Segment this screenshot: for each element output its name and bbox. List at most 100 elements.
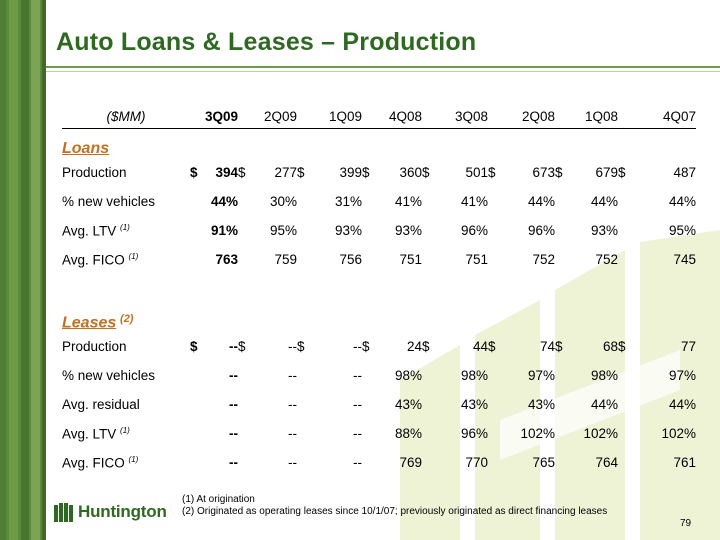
footnote-2: (2) Originated as operating leases since… bbox=[182, 506, 608, 517]
section-row-loans: Loans bbox=[62, 129, 696, 159]
period-header: 2Q09 bbox=[238, 104, 297, 129]
money-value: $399 bbox=[297, 165, 362, 180]
table-cell: $487 bbox=[618, 158, 696, 187]
table-cell: 44% bbox=[590, 194, 618, 209]
table-cell: 98% bbox=[590, 368, 618, 383]
money-value: $679 bbox=[555, 165, 618, 180]
title-rule bbox=[46, 66, 720, 68]
table-cell: 102% bbox=[583, 426, 618, 441]
table-row: Production $394 $277 $399 $360 $501 $673 $679 $4… bbox=[62, 158, 696, 187]
table-cell: -- bbox=[353, 455, 362, 470]
row-label-cell: % new vehicles bbox=[62, 187, 190, 216]
row-label: % new vehicles bbox=[62, 194, 156, 209]
table-cell: 97% bbox=[668, 368, 696, 383]
money-value: $394 bbox=[190, 165, 238, 180]
money-value: $74 bbox=[488, 339, 555, 354]
table-cell: -- bbox=[353, 397, 362, 412]
money-value: $68 bbox=[555, 339, 618, 354]
table-cell: 96% bbox=[460, 426, 488, 441]
section-label-loans: Loans bbox=[62, 140, 110, 157]
table-cell: -- bbox=[288, 426, 297, 441]
page-title: Auto Loans & Leases – Production bbox=[56, 28, 477, 56]
stripe bbox=[0, 0, 6, 540]
row-label: Avg. residual bbox=[62, 397, 140, 412]
period-header: 2Q08 bbox=[488, 104, 555, 129]
page-number: 79 bbox=[680, 518, 692, 529]
table-cell: 91% bbox=[210, 223, 238, 238]
table-cell: $68 bbox=[555, 332, 618, 361]
table-cell: 745 bbox=[673, 252, 696, 267]
table-cell: $277 bbox=[238, 158, 297, 187]
table-row: % new vehicles -- -- -- 98% 98% 97% 98% 97% bbox=[62, 361, 696, 390]
cell-value: $74 bbox=[488, 339, 555, 354]
table-cell: $394 bbox=[190, 158, 238, 187]
footnote-marker: (1) bbox=[120, 425, 130, 435]
row-label-cell: % new vehicles bbox=[62, 361, 190, 390]
table-cell: 30% bbox=[269, 194, 297, 209]
cell-value: $44 bbox=[422, 339, 488, 354]
table-row: Avg. residual -- -- -- 43% 43% 43% 44% 44% bbox=[62, 390, 696, 419]
table-cell: -- bbox=[229, 368, 238, 383]
footnote-marker: (1) bbox=[128, 454, 139, 464]
background-watermark-graphic bbox=[400, 230, 720, 540]
table-cell: 95% bbox=[269, 223, 297, 238]
cell-value: $673 bbox=[488, 165, 555, 180]
cell-value: $ -- bbox=[190, 339, 238, 354]
row-label: Production bbox=[62, 165, 127, 180]
footnote-marker: (1) bbox=[120, 222, 130, 232]
table-cell: 764 bbox=[595, 455, 618, 470]
period-header: 3Q09 bbox=[190, 104, 238, 129]
table-cell: 93% bbox=[590, 223, 618, 238]
table-cell: $399 bbox=[297, 158, 362, 187]
table-cell: 44% bbox=[668, 194, 696, 209]
table-cell: 44% bbox=[668, 397, 696, 412]
table-cell: 43% bbox=[460, 397, 488, 412]
table-cell: $679 bbox=[555, 158, 618, 187]
table-cell: $74 bbox=[488, 332, 555, 361]
table-cell: 93% bbox=[394, 223, 422, 238]
table-cell: $ -- bbox=[297, 332, 362, 361]
stripe bbox=[42, 0, 46, 540]
row-label-cell: Avg. residual bbox=[62, 390, 190, 419]
table-cell: $360 bbox=[362, 158, 422, 187]
table-cell: $501 bbox=[422, 158, 488, 187]
table-cell: 97% bbox=[527, 368, 555, 383]
money-value: $ -- bbox=[190, 339, 238, 354]
table-cell: 43% bbox=[394, 397, 422, 412]
cell-value: $399 bbox=[297, 165, 362, 180]
money-value: $77 bbox=[618, 339, 696, 354]
table-cell: -- bbox=[353, 368, 362, 383]
table-cell: 759 bbox=[274, 252, 297, 267]
row-label: % new vehicles bbox=[62, 368, 156, 383]
table-cell: 752 bbox=[595, 252, 618, 267]
table-cell: 43% bbox=[527, 397, 555, 412]
table-row: Production $ -- $ -- $ -- $24 $44 $74 $68 $77 bbox=[62, 332, 696, 361]
table-cell: 31% bbox=[334, 194, 362, 209]
money-value: $673 bbox=[488, 165, 555, 180]
footnote-marker: (1) bbox=[128, 251, 139, 261]
table-cell: 102% bbox=[661, 426, 696, 441]
money-value: $ -- bbox=[238, 339, 297, 354]
cell-value: $77 bbox=[618, 339, 696, 354]
footnotes: (1) At origination (2) Originated as ope… bbox=[182, 494, 607, 518]
table-cell: 41% bbox=[460, 194, 488, 209]
table-cell: 751 bbox=[465, 252, 488, 267]
table-cell: 765 bbox=[532, 455, 555, 470]
table-cell: -- bbox=[288, 455, 297, 470]
table-cell: $24 bbox=[362, 332, 422, 361]
period-header: 4Q07 bbox=[618, 104, 696, 129]
units-label: ($MM) bbox=[62, 104, 190, 129]
cell-value: $68 bbox=[555, 339, 618, 354]
cell-value: $ -- bbox=[238, 339, 297, 354]
table-cell: -- bbox=[288, 397, 297, 412]
section-footnote-leases: (2) bbox=[120, 312, 134, 325]
table-cell: $ -- bbox=[238, 332, 297, 361]
decorative-stripes bbox=[0, 0, 46, 540]
money-value: $360 bbox=[362, 165, 422, 180]
table-cell: 44% bbox=[527, 194, 555, 209]
period-header: 1Q08 bbox=[555, 104, 618, 129]
table-cell: 98% bbox=[460, 368, 488, 383]
table-cell: 41% bbox=[394, 194, 422, 209]
table-cell: -- bbox=[229, 455, 238, 470]
table-cell: 93% bbox=[334, 223, 362, 238]
